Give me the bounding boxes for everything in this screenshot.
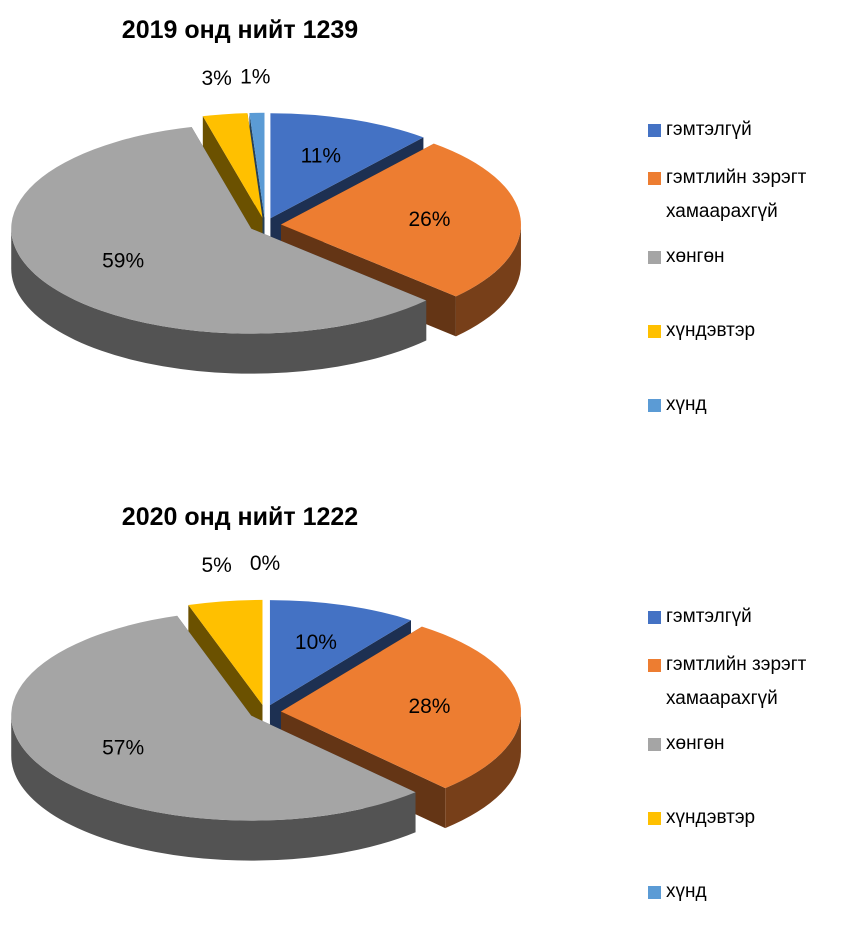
slice (11, 126, 427, 334)
legend-label: хүндэвтэр (666, 807, 756, 828)
slice (202, 113, 263, 218)
data-label: 3% (202, 67, 232, 90)
legend-label: гэмтэлгүй (666, 119, 752, 140)
legend-item: хүндэвтэр (648, 314, 864, 348)
legend-swatch (648, 659, 661, 672)
legend-item: хөнгөн (648, 240, 864, 274)
legend-swatch (648, 172, 661, 185)
slice-wall (445, 711, 521, 829)
legend-item: гэмтлийн зэрэгт хамаарахгүй (648, 648, 864, 716)
chart-block: 2020 онд нийт 1222 10% 28% 57% 5% 0% гэмтэлгүй… (0, 487, 867, 932)
legend-swatch (648, 399, 661, 412)
legend-label: хөнгөн (666, 733, 725, 754)
legend-label: хөнгөн (666, 246, 725, 267)
legend-item: хүндэвтэр (648, 801, 864, 835)
legend-swatch (648, 886, 661, 899)
slice-wall (11, 228, 427, 374)
legend-swatch (648, 325, 661, 338)
legend-label: хүндэвтэр (666, 320, 756, 341)
legend-item: гэмтэлгүй (648, 600, 864, 634)
slice (269, 600, 412, 706)
data-label: 1% (240, 65, 270, 88)
slice (188, 599, 263, 705)
slice (249, 112, 265, 218)
slice (11, 615, 416, 821)
legend-swatch (648, 611, 661, 624)
chart-title: 2020 онд нийт 1222 (122, 503, 358, 531)
slice (270, 113, 424, 219)
chart: 2019 онд нийт 1239 11% 26% 59% 3% 1% (11, 16, 521, 374)
slice-wall (455, 224, 521, 337)
chart: 2020 онд нийт 1222 10% 28% 57% 5% 0% (11, 503, 521, 861)
legend-label: хүнд (666, 881, 707, 902)
slice (280, 626, 521, 789)
legend-swatch (648, 124, 661, 137)
slice-wall (11, 715, 416, 861)
legend-swatch (648, 812, 661, 825)
legend-item: гэмтлийн зэрэгт хамаарахгүй (648, 161, 864, 229)
data-label: 11% (301, 145, 341, 168)
chart-title: 2019 онд нийт 1239 (122, 16, 358, 44)
data-label: 10% (295, 631, 337, 654)
legend-item: хүнд (648, 875, 864, 909)
legend-swatch (648, 251, 661, 264)
legend-item: гэмтэлгүй (648, 113, 864, 147)
data-label: 5% (202, 554, 232, 577)
data-label: 26% (408, 208, 450, 231)
legend-label: хүнд (666, 394, 707, 415)
chart-block: 2019 онд нийт 1239 11% 26% 59% 3% 1% гэмтэлгүй… (0, 0, 867, 445)
legend-item: хүнд (648, 388, 864, 422)
slice (280, 143, 521, 297)
data-label: 59% (102, 249, 144, 272)
page: 2019 онд нийт 1239 11% 26% 59% 3% 1% гэмтэлгүй… (0, 0, 867, 902)
data-label: 57% (102, 736, 144, 759)
legend-swatch (648, 738, 661, 751)
legend-label: гэмтлийн зэрэгт хамаарахгүй (666, 167, 807, 222)
legend-label: гэмтлийн зэрэгт хамаарахгүй (666, 654, 807, 709)
data-label: 0% (250, 552, 280, 575)
legend-label: гэмтэлгүй (666, 606, 752, 627)
legend-item: хөнгөн (648, 727, 864, 761)
data-label: 28% (408, 695, 450, 718)
